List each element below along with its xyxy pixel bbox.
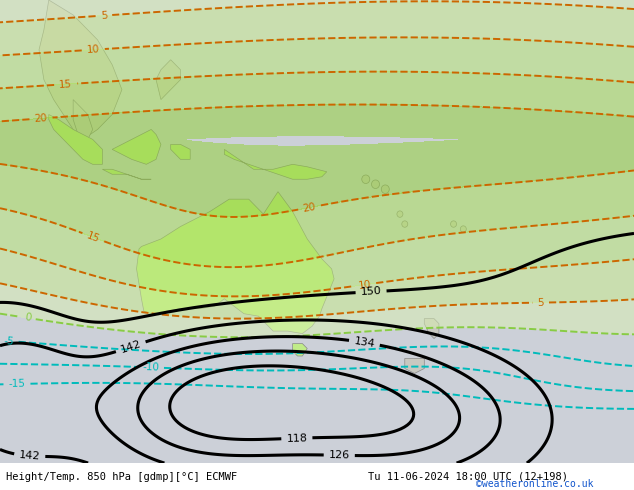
Text: 15: 15 <box>86 230 101 244</box>
Polygon shape <box>293 343 307 356</box>
Polygon shape <box>224 149 327 179</box>
Text: 5: 5 <box>100 10 108 21</box>
Polygon shape <box>171 145 190 159</box>
Polygon shape <box>404 359 424 373</box>
Circle shape <box>397 211 403 217</box>
Circle shape <box>460 226 467 232</box>
Circle shape <box>381 185 389 194</box>
Polygon shape <box>112 129 161 164</box>
Text: 150: 150 <box>360 286 382 297</box>
Polygon shape <box>103 169 151 179</box>
Text: -10: -10 <box>142 362 159 373</box>
Text: 10: 10 <box>358 279 372 291</box>
Text: 142: 142 <box>19 450 41 462</box>
Text: 0: 0 <box>23 313 32 323</box>
Text: 5: 5 <box>537 297 544 308</box>
Polygon shape <box>156 60 181 99</box>
Circle shape <box>402 221 408 227</box>
Text: 20: 20 <box>302 201 317 214</box>
Text: 10: 10 <box>86 44 100 55</box>
Polygon shape <box>424 318 439 339</box>
Text: 15: 15 <box>59 79 73 90</box>
Text: 118: 118 <box>286 433 307 443</box>
Text: Tu 11-06-2024 18:00 UTC (12+198): Tu 11-06-2024 18:00 UTC (12+198) <box>368 471 567 482</box>
Text: -5: -5 <box>3 336 14 346</box>
Circle shape <box>372 180 380 189</box>
Text: Height/Temp. 850 hPa [gdmp][°C] ECMWF: Height/Temp. 850 hPa [gdmp][°C] ECMWF <box>6 471 238 482</box>
Polygon shape <box>39 0 122 140</box>
Circle shape <box>451 221 456 227</box>
Text: 142: 142 <box>119 339 143 355</box>
Text: ©weatheronline.co.uk: ©weatheronline.co.uk <box>476 479 593 489</box>
Text: 20: 20 <box>34 113 48 124</box>
Polygon shape <box>136 192 334 334</box>
Polygon shape <box>73 99 93 140</box>
Circle shape <box>362 175 370 184</box>
Text: -15: -15 <box>8 379 25 389</box>
Polygon shape <box>49 115 103 164</box>
Text: 126: 126 <box>328 450 350 461</box>
Text: 134: 134 <box>353 336 376 349</box>
